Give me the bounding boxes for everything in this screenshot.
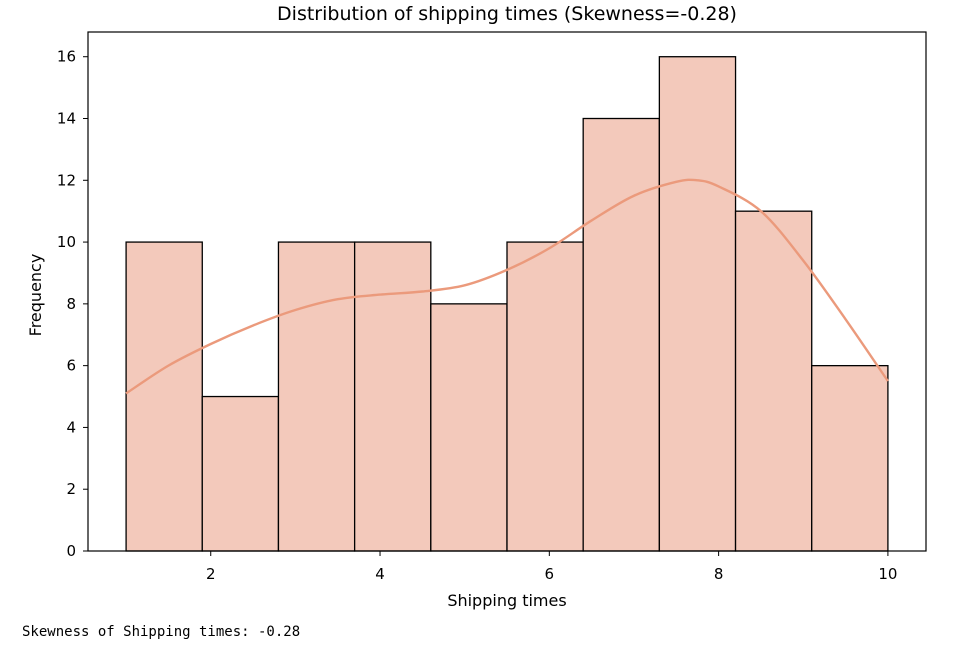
- y-tick-label: 8: [66, 295, 76, 313]
- histogram-bar: [353, 241, 432, 552]
- histogram-bar: [430, 303, 508, 552]
- y-axis-ticks: 0 2 4 6 8 10 12 14 16: [57, 48, 88, 560]
- x-axis-ticks: 2 4 6 8 10: [206, 551, 897, 583]
- y-tick-label: 2: [66, 480, 76, 498]
- chart-container: Distribution of shipping times (Skewness…: [26, 3, 927, 610]
- x-tick-label: 6: [545, 565, 555, 583]
- histogram-bar: [582, 117, 661, 552]
- y-tick-label: 6: [66, 357, 76, 375]
- histogram-bar: [125, 241, 203, 552]
- y-tick-label: 12: [57, 171, 76, 189]
- plot-frame: [87, 31, 927, 552]
- y-tick-label: 0: [66, 542, 76, 560]
- y-tick-label: 10: [57, 233, 76, 251]
- histogram-bar: [201, 395, 280, 552]
- y-tick-label: 14: [57, 110, 76, 128]
- cell-output-text: Skewness of Shipping times: -0.28: [22, 624, 301, 640]
- x-tick-label: 4: [375, 565, 385, 583]
- x-tick-label: 2: [206, 565, 216, 583]
- bars-group: [125, 56, 889, 552]
- histogram-chart: Distribution of shipping times (Skewness…: [26, 3, 927, 610]
- histogram-bar: [277, 241, 356, 552]
- y-tick-label: 4: [66, 418, 76, 436]
- histogram-bar: [734, 210, 813, 552]
- y-axis-label: Frequency: [26, 254, 45, 337]
- histogram-bar: [811, 364, 889, 552]
- y-tick-label: 16: [57, 48, 76, 66]
- x-tick-label: 8: [714, 565, 724, 583]
- histogram-bar: [658, 56, 737, 552]
- kde-curve: [125, 178, 889, 395]
- x-tick-label: 10: [878, 565, 897, 583]
- x-axis-label: Shipping times: [447, 591, 566, 610]
- histogram-bar: [506, 241, 584, 552]
- chart-title: Distribution of shipping times (Skewness…: [277, 3, 737, 25]
